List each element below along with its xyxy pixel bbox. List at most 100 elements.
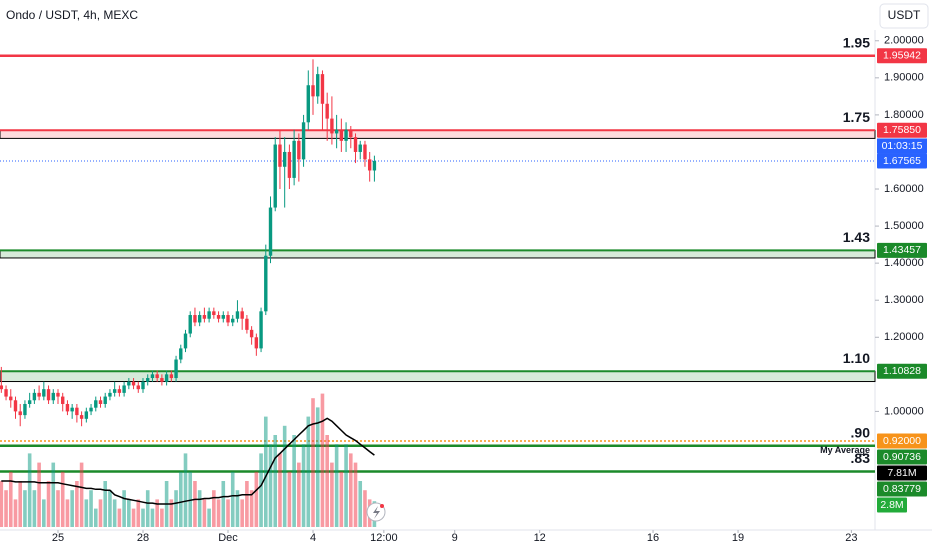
volume-bar [306,416,311,527]
volume-bar [202,499,207,527]
candle-body [358,144,362,152]
volume-bar [127,499,131,527]
volume-bar [292,435,296,527]
volume-bar [330,462,334,527]
volume-bar [13,499,18,527]
level-note: 1.10 [843,350,870,366]
price-label: 2.8M [880,499,903,511]
volume-bar [287,471,292,527]
volume-bar [193,481,197,527]
candle-body [27,400,32,404]
price-label: 1.67565 [883,155,921,167]
countdown-label: 01:03:15 [882,140,923,152]
volume-bar [230,471,235,527]
candle-body [42,389,46,397]
candle-body [179,348,183,360]
volume-bar [112,499,117,527]
price-label: 0.90736 [883,451,921,463]
volume-bar [0,481,4,527]
price-label-bg [877,153,927,169]
candle-body [197,315,202,323]
volume-bar [65,499,70,527]
volume-bar [188,471,193,527]
y-tick-label: 1.40000 [884,257,924,269]
volume-bar [42,499,46,527]
x-tick-label: 12:00 [370,532,398,544]
price-label-bg [877,433,927,449]
candle-body [202,315,207,319]
candle-body [160,378,164,382]
volume-bar [249,490,254,527]
volume-bar [108,490,112,527]
candle-body [89,407,93,412]
volume-bar [60,471,65,527]
candle-body [254,337,259,349]
y-tick-label: 1.20000 [884,331,924,343]
volume-bar [56,490,60,527]
volume-bar [98,499,103,527]
volume-bar [89,490,93,527]
volume-bar [122,490,126,527]
x-tick-label: 23 [845,532,857,544]
volume-bar [216,499,221,527]
candle-body [273,144,277,208]
volume-bar [93,508,98,527]
level-note: .90 [851,424,871,440]
candle-body [141,381,145,390]
currency-button[interactable] [879,3,929,29]
volume-bar [221,481,226,527]
y-tick-label: 1.90000 [884,72,924,84]
candle-body [339,129,344,141]
candle-body [282,151,287,167]
candle-body [136,385,140,390]
candle-body [231,318,235,323]
volume-bar [70,490,74,527]
level-zone [0,129,876,139]
price-label: 1.10828 [883,365,921,377]
x-tick-label: 12 [534,532,546,544]
candle-body [61,396,65,404]
volume-bar [178,471,183,527]
candle-body [46,389,51,401]
y-tick-label: 1.30000 [884,294,924,306]
volume-bar [297,462,301,527]
candle-body [183,333,188,349]
volume-bar [117,508,122,527]
candle-body [122,385,126,393]
candle-body [268,207,273,256]
candle-body [23,403,27,416]
candle-body [334,129,339,134]
volume-bar [344,444,348,527]
volume-bar [207,508,211,527]
volume-bar [183,453,188,527]
candle-body [316,74,320,97]
volume-bar [282,425,287,527]
candle-body [306,85,310,123]
candle-body [235,311,240,319]
candle-body [372,160,377,171]
y-tick-label: 1.50000 [884,220,924,232]
volume-bar [339,471,344,527]
volume-bar [169,499,174,527]
volume-bar [325,435,329,527]
currency-button-label[interactable]: USDT [888,8,921,22]
x-tick-label: 16 [647,532,659,544]
volume-bar [363,490,367,527]
price-label: 0.83779 [883,483,921,495]
volume-bar [348,453,353,527]
volume-bar [84,499,89,527]
candle-body [37,392,41,397]
x-tick-label: 19 [732,532,744,544]
price-label: 7.81M [887,467,916,479]
x-tick-label: 9 [452,532,458,544]
volume-bar [254,471,259,527]
volume-bar [235,490,240,527]
volume-bar [79,462,84,527]
price-label-bg [877,122,927,138]
volume-bar [197,490,202,527]
candle-body [146,378,150,382]
price-label-bg [877,449,927,465]
volume-bar [51,462,56,527]
candle-body [330,118,334,134]
